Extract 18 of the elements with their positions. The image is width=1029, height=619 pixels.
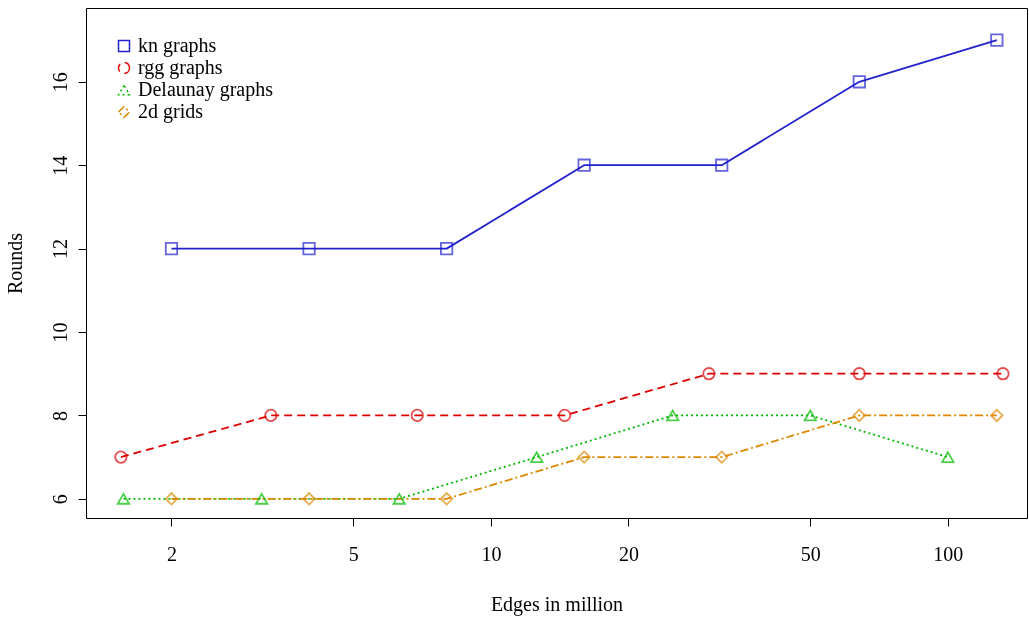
y-tick-label: 6 bbox=[48, 494, 71, 505]
y-axis-title: Rounds bbox=[3, 232, 26, 295]
x-tick-label: 50 bbox=[800, 542, 821, 565]
legend-label: rgg graphs bbox=[138, 56, 223, 79]
x-tick-label: 100 bbox=[933, 542, 964, 565]
x-axis-title: Edges in million bbox=[490, 592, 624, 616]
legend-label: 2d grids bbox=[138, 100, 204, 123]
x-tick-label: 20 bbox=[618, 542, 639, 565]
legend-label: kn graphs bbox=[138, 34, 217, 57]
y-tick-label: 14 bbox=[48, 155, 71, 176]
x-tick-label: 2 bbox=[166, 542, 177, 565]
x-tick-label: 10 bbox=[481, 542, 502, 565]
y-tick-label: 16 bbox=[48, 72, 71, 93]
y-tick-label: 10 bbox=[48, 322, 71, 343]
legend-label: Delaunay graphs bbox=[138, 78, 274, 101]
x-tick-label: 5 bbox=[348, 542, 359, 565]
y-tick-label: 8 bbox=[48, 410, 71, 421]
y-tick-label: 12 bbox=[48, 239, 71, 260]
